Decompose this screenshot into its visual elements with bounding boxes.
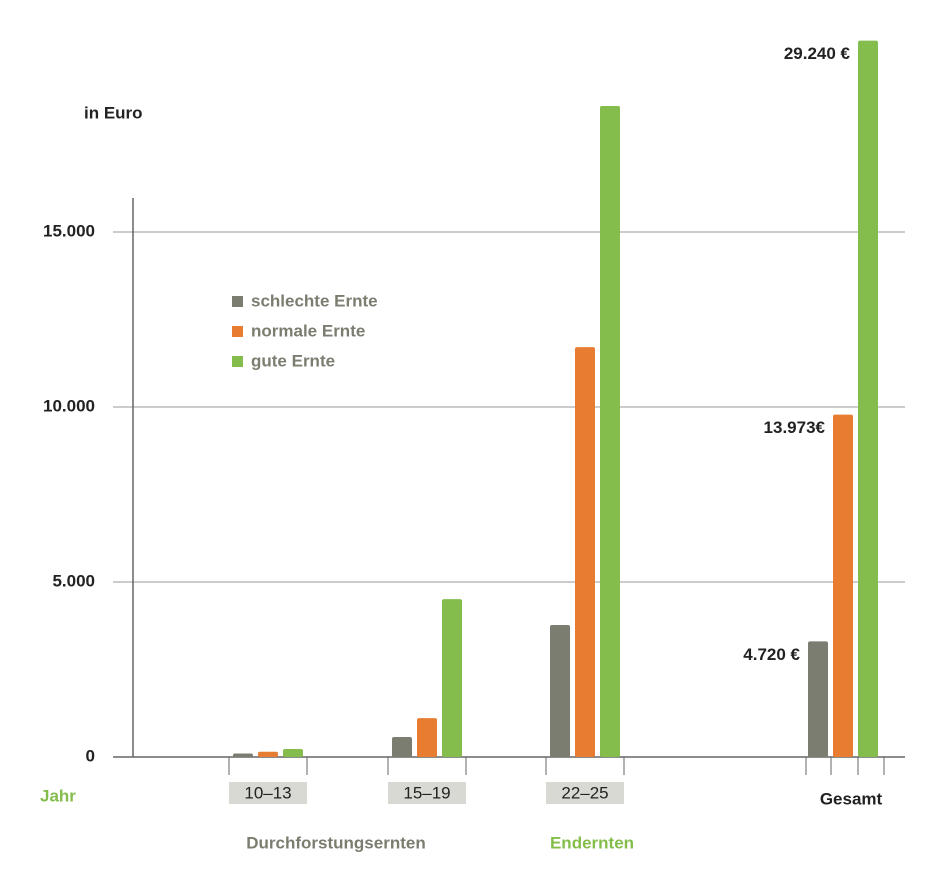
group-label: Endernten <box>550 833 634 852</box>
bar <box>600 106 620 757</box>
legend-label: gute Ernte <box>251 351 335 370</box>
total-bar <box>833 414 853 757</box>
bar <box>283 748 303 757</box>
legend-label: normale Ernte <box>251 321 365 340</box>
legend-swatch <box>232 296 243 307</box>
legend-swatch <box>232 356 243 367</box>
legend-label: schlechte Ernte <box>251 291 378 310</box>
value-label: 29.240 € <box>784 44 851 63</box>
y-tick-label: 5.000 <box>52 571 95 590</box>
x-tick-label: 10–13 <box>244 783 291 802</box>
y-tick-label: 10.000 <box>43 396 95 415</box>
x-tick-label: 22–25 <box>561 783 608 802</box>
legend-swatch <box>232 326 243 337</box>
bar <box>550 625 570 757</box>
category-box <box>229 782 307 804</box>
value-label: 4.720 € <box>743 645 800 664</box>
y-axis-label: in Euro <box>84 103 143 122</box>
bar <box>417 718 437 757</box>
bar <box>233 753 253 757</box>
bar <box>392 737 412 757</box>
y-tick-label: 15.000 <box>43 221 95 240</box>
x-tick-label: 15–19 <box>403 783 450 802</box>
bar <box>575 347 595 757</box>
bar <box>442 599 462 757</box>
total-bar <box>858 40 878 758</box>
value-label: 13.973€ <box>764 418 826 437</box>
category-box <box>388 782 466 804</box>
x-axis-label: Jahr <box>40 786 76 805</box>
total-bar <box>808 641 828 757</box>
bar <box>258 751 278 757</box>
y-tick-label: 0 <box>86 746 95 765</box>
total-label: Gesamt <box>820 789 883 808</box>
category-box <box>546 782 624 804</box>
group-label: Durchforstungsernten <box>246 833 425 852</box>
